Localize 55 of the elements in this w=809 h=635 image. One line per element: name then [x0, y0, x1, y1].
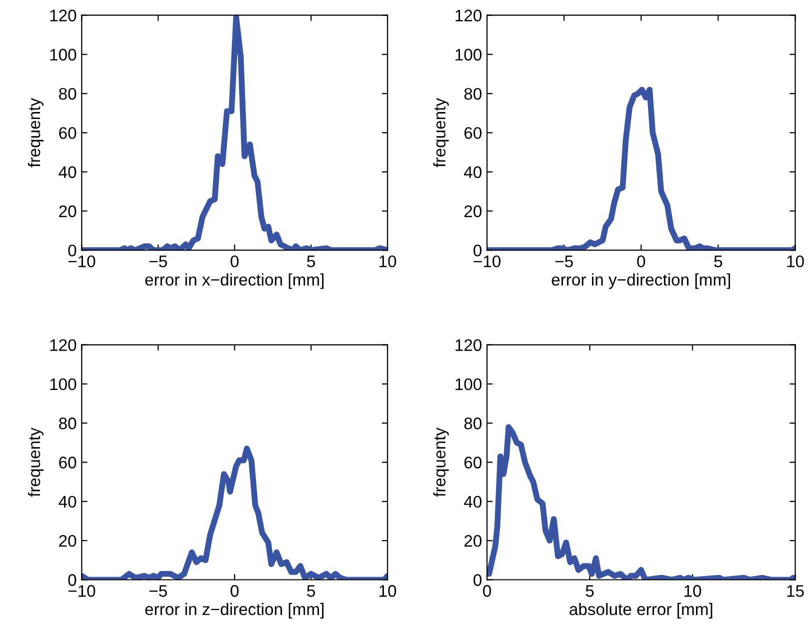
y-tick-label: 80 [59, 88, 76, 100]
y-tick-label: 60 [464, 456, 482, 468]
x-tick-label: −10 [474, 255, 500, 268]
x-tick-label: 0 [483, 585, 491, 597]
y-tick-label: 60 [59, 456, 76, 468]
y-tick-label: 20 [464, 205, 482, 218]
x-tick-label: 5 [307, 585, 315, 597]
y-tick-label: 20 [59, 205, 76, 218]
x-tick-label: 10 [380, 255, 396, 268]
y-tick-label: 0 [68, 574, 76, 586]
y-tick-label: 0 [474, 244, 482, 256]
y-tick-label: 80 [464, 88, 482, 100]
y-axis-title: frequenty [28, 98, 44, 168]
y-tick-label: 100 [50, 48, 76, 61]
x-tick-label: 10 [787, 255, 804, 268]
y-tick-label: 40 [464, 166, 482, 178]
x-tick-label: −5 [149, 585, 167, 597]
x-tick-label: 0 [637, 255, 646, 268]
x-tick-label: 5 [714, 256, 722, 268]
y-tick-label: 40 [464, 496, 482, 508]
x-tick-label: 15 [787, 585, 804, 597]
y-tick-label: 100 [456, 48, 482, 61]
y-tick-label: 80 [464, 418, 482, 430]
y-tick-label: 0 [68, 244, 76, 256]
y-tick-label: 120 [456, 339, 482, 352]
y-tick-label: 100 [456, 378, 482, 390]
x-tick-label: −10 [68, 585, 96, 597]
y-tick-label: 120 [456, 10, 482, 22]
y-tick-label: 100 [50, 378, 76, 390]
x-tick-label: 10 [380, 585, 396, 597]
y-tick-label: 120 [50, 339, 76, 352]
y-tick-label: 40 [58, 166, 76, 178]
x-tick-label: 10 [684, 585, 702, 597]
x-axis-title: error in y−direction [mm] [552, 273, 730, 289]
x-tick-label: 0 [230, 585, 239, 597]
y-axis-title: frequenty [433, 428, 449, 497]
y-tick-label: 40 [58, 496, 76, 508]
y-tick-label: 60 [59, 127, 76, 139]
x-tick-label: 5 [586, 585, 594, 597]
y-tick-label: 20 [464, 535, 482, 547]
x-tick-label: −5 [149, 256, 167, 268]
x-tick-label: 0 [230, 255, 239, 268]
x-tick-label: 5 [307, 256, 315, 268]
x-tick-label: −5 [555, 256, 573, 268]
x-axis-title: error in x−direction [mm] [145, 273, 324, 289]
y-tick-label: 80 [59, 418, 76, 430]
y-axis-title: frequenty [28, 428, 44, 497]
y-axis-title: frequenty [433, 98, 449, 168]
x-axis-title: error in z−direction [mm] [145, 602, 324, 618]
y-tick-label: 20 [59, 535, 76, 547]
y-tick-label: 60 [464, 127, 482, 139]
x-axis-title: absolute error [mm] [570, 602, 712, 618]
y-tick-label: 120 [50, 10, 76, 22]
y-tick-label: 0 [474, 574, 482, 586]
x-tick-label: −10 [68, 255, 96, 268]
